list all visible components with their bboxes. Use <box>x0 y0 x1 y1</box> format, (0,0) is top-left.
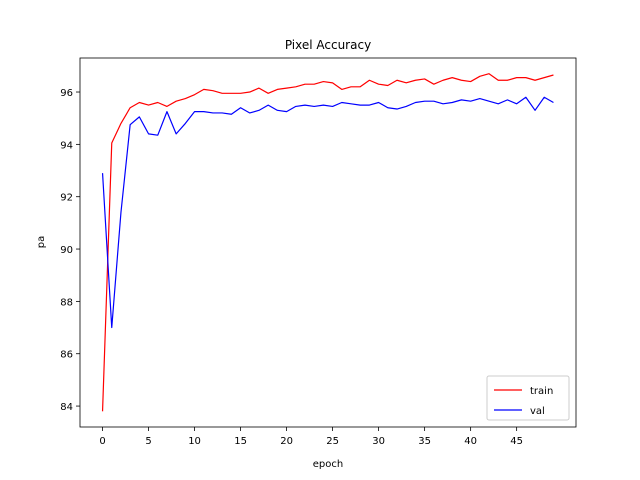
y-tick-label: 90 <box>60 245 73 256</box>
x-tick-label: 25 <box>326 436 339 447</box>
y-tick-label: 86 <box>60 350 73 361</box>
y-tick-label: 92 <box>60 193 73 204</box>
x-tick-label: 0 <box>99 436 105 447</box>
x-axis: 0 5 10 15 20 25 30 35 40 45 <box>99 427 523 447</box>
x-tick-label: 35 <box>418 436 431 447</box>
plot-lines <box>101 73 554 412</box>
x-tick-label: 15 <box>234 436 247 447</box>
x-tick-label: 45 <box>510 436 523 447</box>
legend-label-val: val <box>530 406 545 417</box>
x-tick-label: 5 <box>145 436 151 447</box>
x-axis-title: epoch <box>313 459 343 470</box>
x-tick-label: 10 <box>188 436 201 447</box>
y-tick-label: 94 <box>60 140 73 151</box>
y-tick-label: 88 <box>60 297 73 308</box>
y-axis: 84 86 88 90 92 94 96 <box>60 88 80 413</box>
x-tick-label: 20 <box>280 436 293 447</box>
y-tick-label: 96 <box>60 88 73 99</box>
axes-frame <box>79 57 577 428</box>
series-line-train <box>101 73 554 412</box>
x-tick-label: 30 <box>372 436 385 447</box>
chart-title: Pixel Accuracy <box>285 38 371 52</box>
y-axis-title: pa <box>36 236 47 248</box>
legend-label-train: train <box>530 386 553 397</box>
x-tick-label: 40 <box>464 436 477 447</box>
legend: train val <box>486 375 570 421</box>
legend-box <box>486 375 570 421</box>
y-tick-label: 84 <box>60 402 73 413</box>
series-line-val <box>101 96 554 329</box>
